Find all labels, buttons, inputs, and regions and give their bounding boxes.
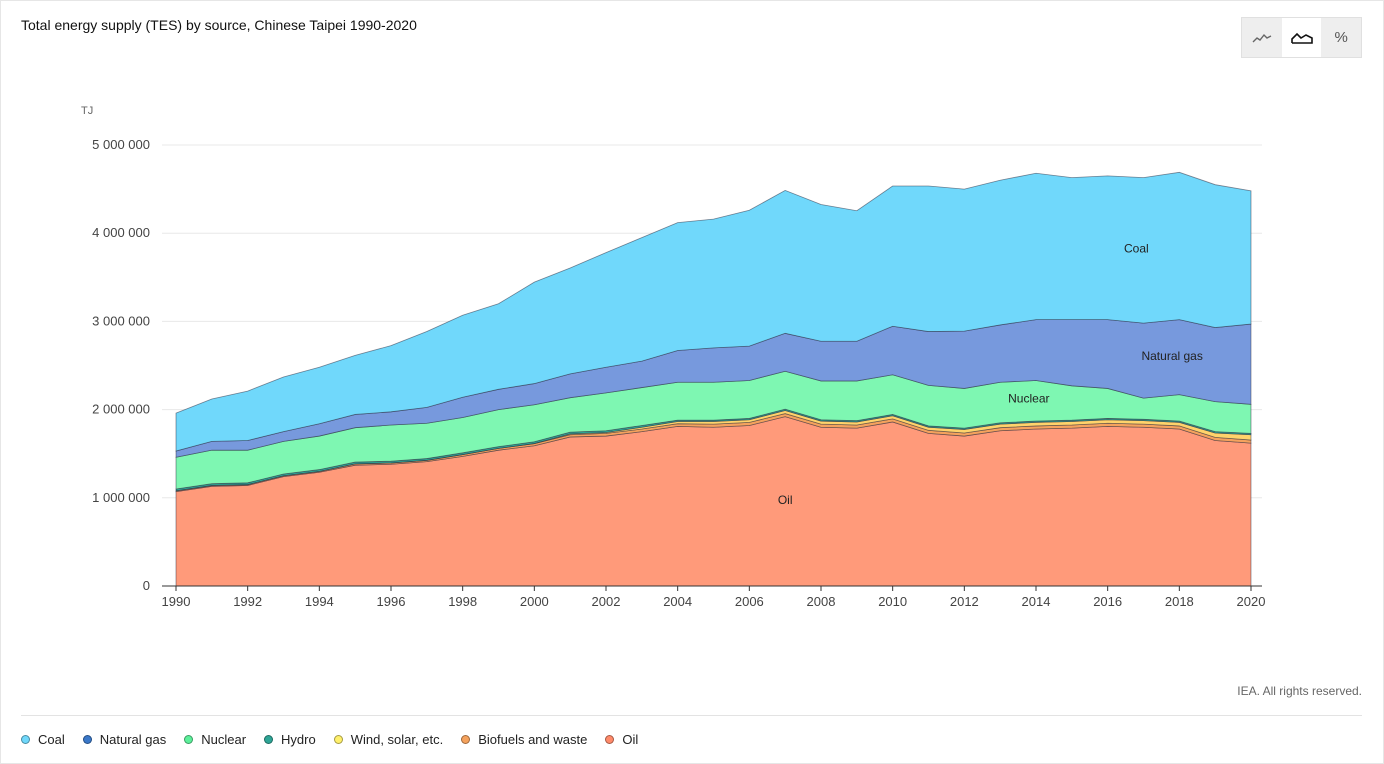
x-tick-label: 1998 (448, 594, 477, 609)
copyright-credit: IEA. All rights reserved. (1237, 684, 1362, 698)
area-series-coal[interactable] (175, 171, 1252, 452)
legend-item-coal[interactable]: Coal (21, 732, 65, 747)
y-tick-label: 0 (143, 578, 150, 593)
line-view-icon (1252, 33, 1272, 42)
legend-divider (21, 715, 1362, 716)
x-tick-label: 2018 (1165, 594, 1194, 609)
y-axis-unit-label: TJ (81, 105, 93, 117)
legend-item-wind-solar-etc[interactable]: Wind, solar, etc. (333, 732, 444, 747)
line-view-button[interactable] (1242, 18, 1282, 57)
area-annotation-nuclear: Nuclear (1008, 392, 1049, 406)
legend-swatch-icon (21, 735, 30, 744)
x-tick-label: 2016 (1093, 594, 1122, 609)
x-tick-label: 2012 (950, 594, 979, 609)
legend-item-hydro[interactable]: Hydro (264, 732, 316, 747)
y-tick-label: 2 000 000 (92, 402, 150, 417)
legend-item-natural-gas[interactable]: Natural gas (82, 732, 167, 747)
percent-view-button[interactable]: % (1321, 18, 1362, 57)
y-tick-label: 1 000 000 (92, 490, 150, 505)
legend-label: Wind, solar, etc. (350, 732, 444, 747)
x-tick-label: 1992 (233, 594, 262, 609)
x-tick-label: 2002 (592, 594, 621, 609)
legend-swatch-icon (333, 735, 343, 744)
x-tick-label: 2000 (520, 594, 549, 609)
area-annotation-natural-gas: Natural gas (1141, 349, 1202, 363)
y-tick-label: 4 000 000 (92, 225, 150, 240)
legend-item-biofuels-and-waste[interactable]: Biofuels and waste (461, 732, 587, 747)
legend-label: Hydro (281, 732, 316, 747)
percent-view-icon: % (1334, 29, 1348, 46)
x-tick-label: 2004 (663, 594, 692, 609)
legend-label: Biofuels and waste (478, 732, 588, 747)
legend-item-oil[interactable]: Oil (605, 732, 638, 747)
x-tick-label: 1990 (162, 594, 191, 609)
area-annotation-oil: Oil (778, 493, 793, 507)
chart-title: Total energy supply (TES) by source, Chi… (21, 17, 417, 33)
legend-swatch-icon (264, 735, 274, 744)
legend-label: Coal (38, 732, 65, 747)
x-tick-label: 2014 (1022, 594, 1051, 609)
view-toggle: % (1241, 17, 1362, 58)
y-tick-label: 3 000 000 (92, 313, 150, 328)
chart-legend: Coal Natural gas Nuclear Hydro Wind, solar, … (21, 732, 656, 747)
area-view-icon (1290, 32, 1313, 44)
x-tick-label: 2006 (735, 594, 764, 609)
x-tick-label: 2008 (807, 594, 836, 609)
legend-label: Natural gas (99, 732, 167, 747)
legend-swatch-icon (605, 735, 615, 744)
legend-swatch-icon (461, 735, 471, 744)
area-annotation-coal: Coal (1124, 242, 1149, 256)
legend-label: Nuclear (201, 732, 247, 747)
legend-swatch-icon (184, 735, 194, 744)
x-tick-label: 2010 (878, 594, 907, 609)
y-tick-label: 5 000 000 (92, 137, 150, 152)
x-tick-label: 1994 (305, 594, 334, 609)
x-tick-label: 2020 (1237, 594, 1266, 609)
legend-item-nuclear[interactable]: Nuclear (184, 732, 246, 747)
legend-swatch-icon (82, 735, 92, 744)
legend-label: Oil (622, 732, 639, 747)
x-tick-label: 1996 (377, 594, 406, 609)
area-view-button[interactable] (1281, 18, 1322, 57)
